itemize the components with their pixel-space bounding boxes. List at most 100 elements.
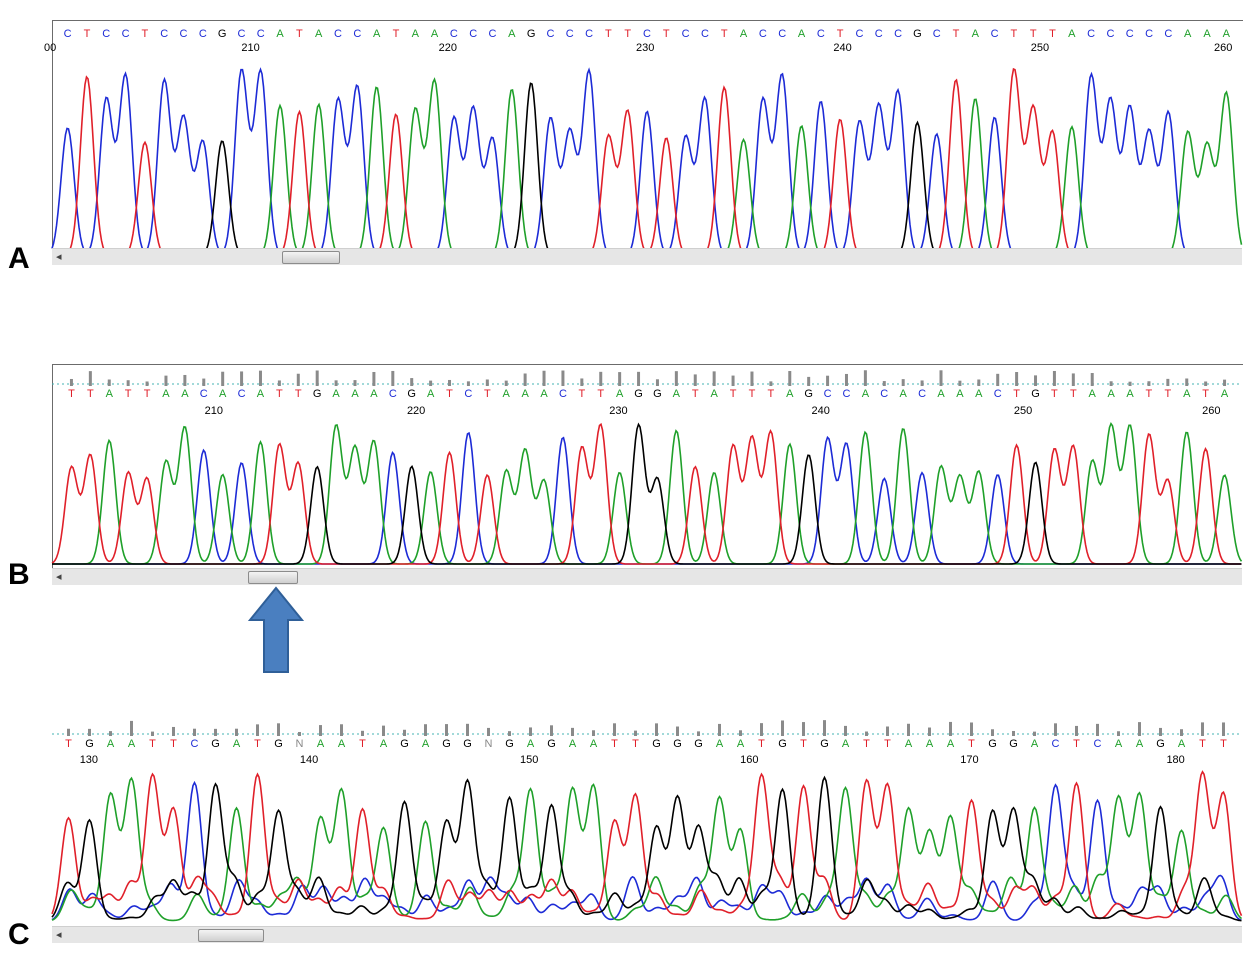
base-call: T bbox=[1145, 388, 1153, 400]
base-call: T bbox=[83, 28, 91, 40]
quality-bar bbox=[296, 373, 300, 386]
base-call: A bbox=[1135, 738, 1144, 750]
quality-bar bbox=[340, 724, 343, 736]
base-call: T bbox=[1199, 738, 1206, 750]
quality-bar bbox=[130, 720, 133, 736]
quality-bar bbox=[466, 381, 470, 386]
base-call: G bbox=[1156, 738, 1165, 750]
base-call: A bbox=[1177, 738, 1186, 750]
quality-bar bbox=[1223, 379, 1227, 386]
quality-bar bbox=[183, 374, 187, 386]
position-label: 250 bbox=[1013, 405, 1033, 417]
base-call: G bbox=[505, 738, 514, 750]
base-call: A bbox=[430, 28, 439, 40]
panel-b-scroll-thumb[interactable] bbox=[248, 571, 298, 584]
base-call: T bbox=[1220, 738, 1227, 750]
quality-bar bbox=[240, 371, 244, 386]
base-call: A bbox=[975, 388, 983, 400]
base-call: T bbox=[141, 28, 149, 40]
quality-bar bbox=[571, 727, 574, 736]
base-call: T bbox=[68, 388, 75, 400]
quality-bar bbox=[410, 378, 414, 386]
base-call: C bbox=[993, 388, 1002, 400]
quality-bar bbox=[580, 378, 584, 386]
base-call: G bbox=[85, 738, 94, 750]
quality-bar bbox=[145, 381, 149, 386]
panel-a-scroll-thumb[interactable] bbox=[282, 251, 340, 264]
base-call: A bbox=[946, 738, 955, 750]
panel-b-scrollbar[interactable]: ◂ bbox=[52, 568, 1242, 585]
base-call: A bbox=[232, 738, 241, 750]
base-call: T bbox=[952, 28, 960, 40]
base-call: T bbox=[578, 388, 586, 400]
base-call: G bbox=[673, 738, 682, 750]
base-call: T bbox=[624, 28, 632, 40]
base-call: G bbox=[1009, 738, 1018, 750]
base-call: T bbox=[884, 738, 891, 750]
quality-bar bbox=[1159, 727, 1162, 736]
panel-c-scroll-thumb[interactable] bbox=[198, 929, 264, 942]
quality-bar bbox=[739, 730, 742, 736]
base-call: T bbox=[359, 738, 366, 750]
base-call: G bbox=[1031, 388, 1040, 400]
base-call: C bbox=[179, 28, 188, 40]
quality-bar bbox=[353, 380, 357, 386]
panel-b-chromatogram bbox=[51, 422, 1243, 565]
base-call: T bbox=[65, 738, 72, 750]
base-call: A bbox=[1088, 388, 1096, 400]
quality-bar bbox=[277, 723, 280, 736]
scroll-left-icon[interactable]: ◂ bbox=[56, 250, 62, 263]
scroll-left-icon[interactable]: ◂ bbox=[56, 570, 62, 583]
base-call: C bbox=[102, 28, 111, 40]
panel-b-frame bbox=[52, 364, 1243, 569]
scroll-left-icon[interactable]: ◂ bbox=[56, 928, 62, 941]
base-call: T bbox=[1029, 28, 1037, 40]
panel-b-ruler: 210 220 230 240 250 260 bbox=[52, 405, 1242, 419]
base-call: G bbox=[694, 738, 703, 750]
base-call: A bbox=[379, 738, 388, 750]
panel-c-ruler: 130 140 150 160 170 180 bbox=[52, 754, 1242, 768]
panel-b-letter: B bbox=[8, 558, 30, 591]
base-call: A bbox=[710, 388, 718, 400]
quality-bar bbox=[760, 723, 763, 736]
base-call: T bbox=[836, 28, 844, 40]
quality-bar bbox=[319, 725, 322, 736]
quality-bar bbox=[718, 723, 721, 736]
base-call: A bbox=[1126, 388, 1134, 400]
quality-bar bbox=[69, 378, 73, 386]
panel-c-scrollbar[interactable]: ◂ bbox=[52, 926, 1242, 943]
quality-bar bbox=[1075, 725, 1078, 736]
quality-bar bbox=[634, 730, 637, 736]
base-call: C bbox=[918, 388, 927, 400]
base-call: A bbox=[127, 738, 136, 750]
base-call: C bbox=[449, 28, 458, 40]
quality-bar bbox=[802, 722, 805, 736]
base-call: A bbox=[351, 388, 359, 400]
quality-bar bbox=[901, 379, 905, 386]
base-call: C bbox=[880, 388, 889, 400]
quality-bar bbox=[107, 379, 111, 386]
quality-bar bbox=[214, 728, 217, 736]
base-call: T bbox=[276, 388, 283, 400]
base-call: G bbox=[463, 738, 472, 750]
base-call: T bbox=[800, 738, 807, 750]
position-label: 260 bbox=[1202, 405, 1221, 417]
quality-bar bbox=[1166, 378, 1170, 386]
base-call: T bbox=[143, 388, 151, 400]
position-label: 230 bbox=[636, 42, 655, 54]
trace-T bbox=[52, 67, 1242, 257]
quality-bar bbox=[807, 376, 811, 386]
quality-bar bbox=[1138, 722, 1141, 736]
base-call: A bbox=[1107, 388, 1115, 400]
base-call: A bbox=[841, 738, 850, 750]
position-label: 220 bbox=[406, 405, 426, 417]
position-label: 240 bbox=[833, 42, 852, 54]
base-call: A bbox=[1222, 28, 1231, 40]
quality-bar bbox=[693, 374, 697, 386]
base-call: T bbox=[149, 738, 156, 750]
panel-a-scrollbar[interactable]: ◂ bbox=[52, 248, 1242, 265]
quality-bar bbox=[109, 731, 112, 736]
base-call: T bbox=[1051, 388, 1058, 400]
